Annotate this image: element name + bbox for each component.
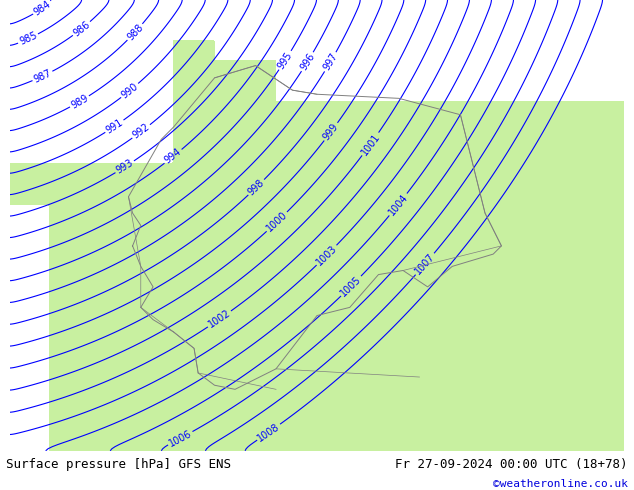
Text: 1007: 1007 [413, 251, 437, 276]
Text: 1006: 1006 [167, 428, 193, 448]
Text: 1002: 1002 [207, 308, 233, 330]
Text: 992: 992 [131, 122, 152, 141]
Text: 1005: 1005 [339, 274, 363, 298]
Text: 984: 984 [32, 0, 53, 18]
Text: ©weatheronline.co.uk: ©weatheronline.co.uk [493, 479, 628, 489]
Text: 985: 985 [18, 30, 39, 47]
Text: 991: 991 [104, 117, 125, 136]
Text: 1001: 1001 [359, 131, 382, 157]
Text: 997: 997 [321, 51, 339, 73]
Text: 989: 989 [69, 93, 90, 110]
Text: 994: 994 [163, 147, 183, 166]
Text: 998: 998 [246, 177, 266, 197]
Text: Fr 27-09-2024 00:00 UTC (18+78): Fr 27-09-2024 00:00 UTC (18+78) [395, 458, 628, 471]
Text: 993: 993 [114, 158, 135, 176]
Text: 999: 999 [321, 122, 340, 142]
Text: 986: 986 [71, 19, 92, 38]
Text: 1003: 1003 [314, 243, 339, 268]
Text: 995: 995 [276, 50, 294, 71]
Text: 988: 988 [125, 22, 145, 42]
Text: 1008: 1008 [256, 421, 281, 443]
Text: 987: 987 [32, 68, 53, 84]
Text: 996: 996 [298, 51, 316, 72]
Text: 990: 990 [119, 81, 140, 100]
Text: 1000: 1000 [264, 210, 289, 234]
Text: Surface pressure [hPa] GFS ENS: Surface pressure [hPa] GFS ENS [6, 458, 231, 471]
Text: 1004: 1004 [387, 192, 410, 217]
